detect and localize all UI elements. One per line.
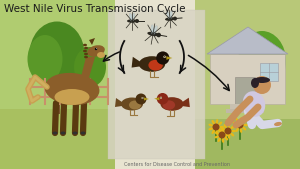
Ellipse shape xyxy=(29,21,85,87)
Ellipse shape xyxy=(228,134,230,139)
Ellipse shape xyxy=(121,98,143,111)
Ellipse shape xyxy=(220,128,225,131)
Circle shape xyxy=(164,56,166,58)
Polygon shape xyxy=(195,119,300,169)
Ellipse shape xyxy=(228,123,230,128)
Polygon shape xyxy=(89,38,95,45)
Circle shape xyxy=(156,51,170,65)
Ellipse shape xyxy=(212,120,215,125)
Polygon shape xyxy=(207,27,288,54)
Ellipse shape xyxy=(83,44,87,46)
Polygon shape xyxy=(260,63,278,81)
Ellipse shape xyxy=(212,129,215,134)
Ellipse shape xyxy=(218,138,221,142)
Circle shape xyxy=(253,76,271,94)
Text: Centers for Disease Control and Prevention: Centers for Disease Control and Preventi… xyxy=(124,162,230,167)
Ellipse shape xyxy=(52,131,58,135)
Polygon shape xyxy=(80,57,95,81)
Polygon shape xyxy=(210,54,285,104)
Ellipse shape xyxy=(216,130,218,135)
Ellipse shape xyxy=(84,47,88,49)
Ellipse shape xyxy=(165,17,175,21)
Polygon shape xyxy=(108,10,205,159)
Circle shape xyxy=(164,56,165,57)
Polygon shape xyxy=(88,74,92,101)
Ellipse shape xyxy=(220,131,225,134)
Ellipse shape xyxy=(167,11,171,20)
Ellipse shape xyxy=(218,128,221,132)
Ellipse shape xyxy=(84,56,88,58)
Ellipse shape xyxy=(84,53,88,55)
Ellipse shape xyxy=(74,47,106,87)
Ellipse shape xyxy=(242,120,246,123)
Ellipse shape xyxy=(214,135,219,138)
Circle shape xyxy=(96,48,97,49)
Ellipse shape xyxy=(238,31,286,91)
Ellipse shape xyxy=(83,50,87,52)
Ellipse shape xyxy=(232,122,237,125)
Circle shape xyxy=(160,97,161,98)
Ellipse shape xyxy=(147,32,159,36)
Ellipse shape xyxy=(28,35,62,83)
Ellipse shape xyxy=(232,125,237,128)
Ellipse shape xyxy=(127,19,137,23)
Ellipse shape xyxy=(236,118,239,123)
Ellipse shape xyxy=(129,101,141,110)
Ellipse shape xyxy=(236,127,239,132)
Ellipse shape xyxy=(243,124,248,126)
Polygon shape xyxy=(167,56,172,60)
Ellipse shape xyxy=(208,124,213,127)
Circle shape xyxy=(236,122,244,128)
Ellipse shape xyxy=(148,60,163,71)
Circle shape xyxy=(160,97,162,99)
Ellipse shape xyxy=(163,100,175,110)
Ellipse shape xyxy=(45,73,99,105)
Circle shape xyxy=(173,17,177,21)
Circle shape xyxy=(157,93,168,104)
Polygon shape xyxy=(115,98,122,107)
Circle shape xyxy=(212,124,220,130)
Polygon shape xyxy=(154,97,159,100)
Ellipse shape xyxy=(225,134,230,136)
Polygon shape xyxy=(132,57,140,68)
Polygon shape xyxy=(144,98,149,101)
Ellipse shape xyxy=(224,137,228,140)
Ellipse shape xyxy=(55,89,89,105)
Polygon shape xyxy=(0,109,115,169)
Ellipse shape xyxy=(274,122,282,126)
Ellipse shape xyxy=(152,26,158,35)
Ellipse shape xyxy=(218,122,222,125)
Ellipse shape xyxy=(139,56,165,72)
Ellipse shape xyxy=(131,13,135,22)
Ellipse shape xyxy=(222,138,224,143)
Circle shape xyxy=(156,33,161,37)
Circle shape xyxy=(136,93,146,104)
Ellipse shape xyxy=(218,129,222,132)
Ellipse shape xyxy=(222,127,224,132)
Circle shape xyxy=(142,98,143,99)
Ellipse shape xyxy=(242,127,246,130)
Ellipse shape xyxy=(230,133,234,136)
Polygon shape xyxy=(235,77,255,104)
Ellipse shape xyxy=(251,78,259,88)
Ellipse shape xyxy=(169,11,172,20)
Ellipse shape xyxy=(61,131,65,135)
Polygon shape xyxy=(260,74,264,109)
Ellipse shape xyxy=(254,77,270,83)
Ellipse shape xyxy=(224,134,227,138)
Polygon shape xyxy=(226,109,264,113)
Circle shape xyxy=(135,19,139,23)
Circle shape xyxy=(224,127,232,135)
Polygon shape xyxy=(195,0,300,119)
Ellipse shape xyxy=(73,131,77,135)
Polygon shape xyxy=(55,64,60,114)
Text: West Nile Virus Transmission Cycle: West Nile Virus Transmission Cycle xyxy=(4,4,185,14)
Ellipse shape xyxy=(216,119,218,124)
Polygon shape xyxy=(182,98,190,107)
Ellipse shape xyxy=(224,124,227,128)
Circle shape xyxy=(218,131,226,139)
Polygon shape xyxy=(230,104,260,109)
Ellipse shape xyxy=(151,25,154,35)
Polygon shape xyxy=(0,0,115,109)
